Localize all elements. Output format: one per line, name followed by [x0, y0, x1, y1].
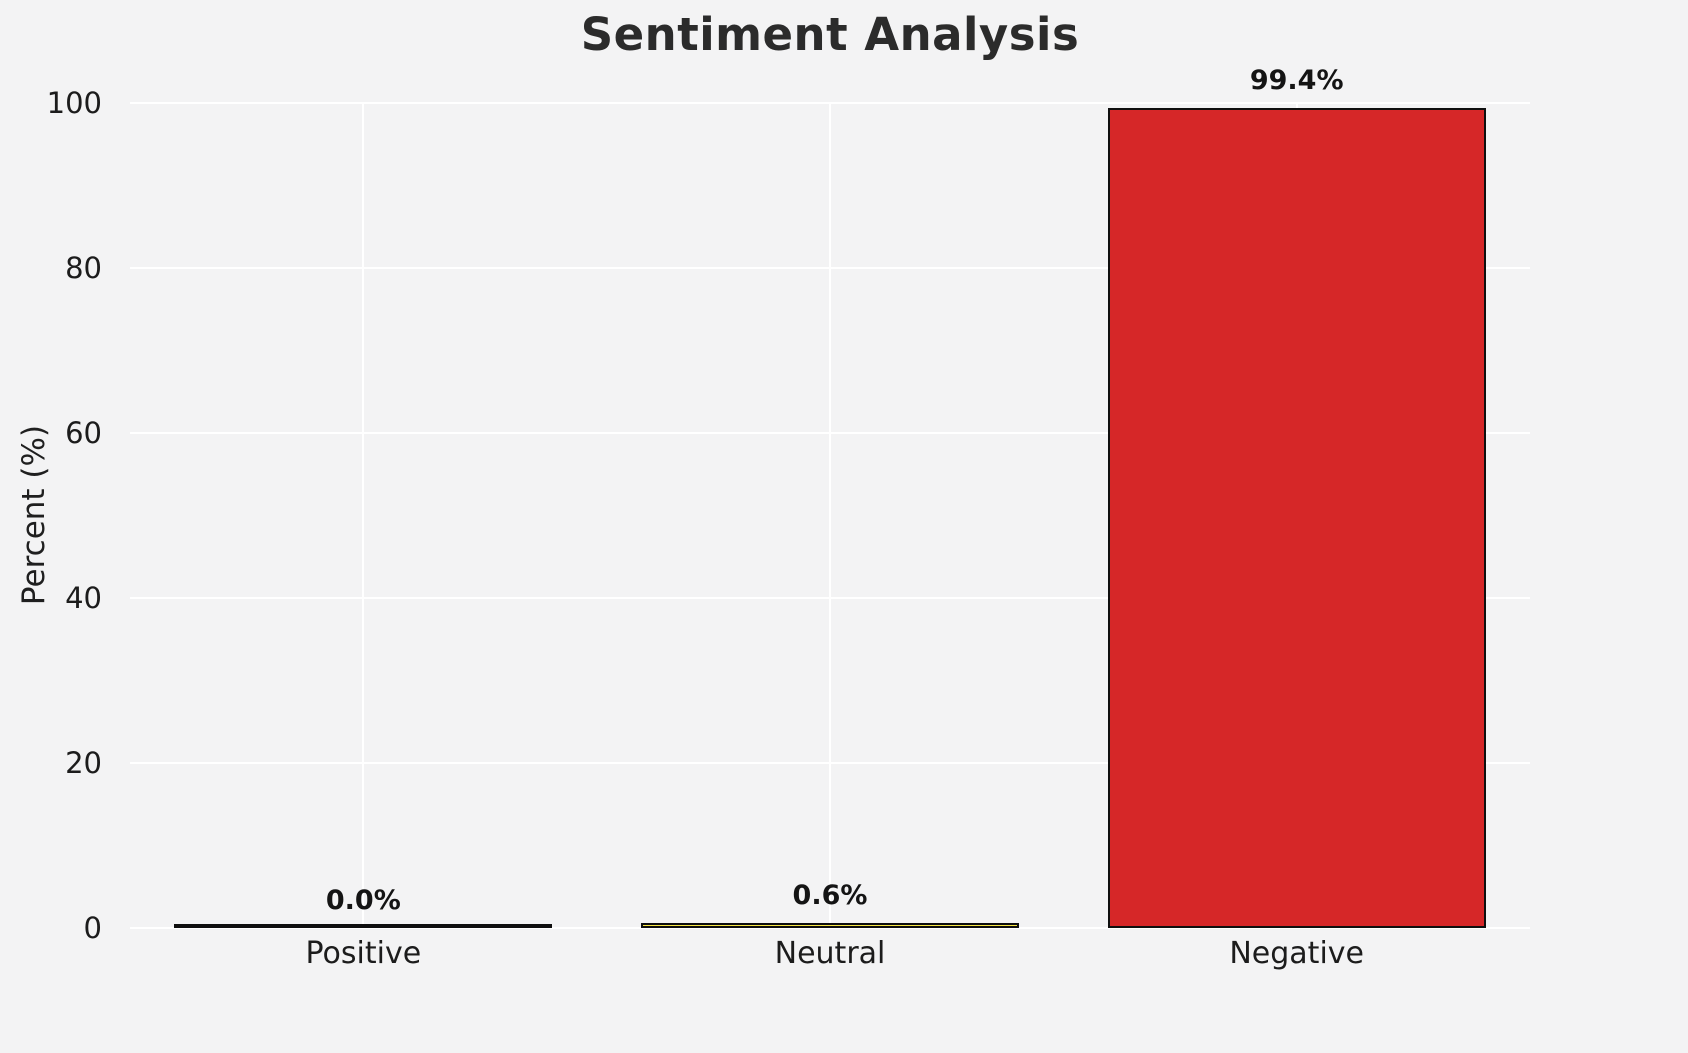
x-axis-tick-labels: Positive Neutral Negative — [130, 936, 1530, 971]
y-tick-label: 80 — [65, 251, 102, 285]
x-tick-label-negative: Negative — [1229, 936, 1364, 971]
y-tick-label: 40 — [65, 581, 102, 615]
bar-slot-positive: 0.0% — [130, 103, 597, 928]
plot-area: 0.0% 0.6% 99.4% — [130, 65, 1530, 929]
bar-slot-negative: 99.4% — [1063, 65, 1530, 928]
bar-positive — [174, 924, 553, 928]
v-gridline — [362, 103, 365, 928]
y-tick-label: 100 — [46, 86, 102, 120]
y-tick-label: 60 — [65, 416, 102, 450]
h-gridline — [130, 927, 1530, 929]
bar-value-label-negative: 99.4% — [1249, 64, 1344, 96]
x-tick-label-neutral: Neutral — [774, 936, 886, 971]
bar-value-label-neutral: 0.6% — [792, 880, 868, 912]
y-axis-tick-labels: 0 20 40 60 80 100 — [0, 86, 116, 945]
chart-title: Sentiment Analysis — [580, 8, 1080, 61]
bar-value-label-positive: 0.0% — [325, 885, 401, 916]
y-tick-label: 0 — [83, 911, 102, 945]
bar-neutral — [641, 923, 1019, 928]
bar-negative — [1107, 107, 1486, 928]
bar-slot-neutral: 0.6% — [597, 103, 1064, 928]
x-tick-label-positive: Positive — [305, 936, 422, 971]
v-gridline — [829, 103, 831, 928]
y-tick-label: 20 — [65, 746, 102, 780]
